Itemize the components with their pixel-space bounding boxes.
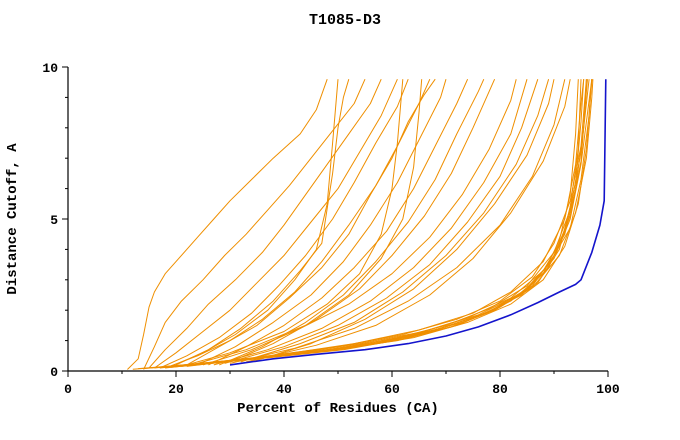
model-curve [224,79,539,364]
tick-labels: 0 20 40 60 80 100 0 5 10 [42,61,620,397]
x-tick-label: 20 [168,382,184,397]
y-tick-label: 0 [50,365,58,380]
x-tick-label: 40 [276,382,292,397]
model-curve [202,79,517,366]
y-axis-label: Distance Cutoff, A [5,143,21,295]
model-curve [165,78,431,369]
model-curve [143,78,366,370]
model-curve [186,79,585,367]
model-curve [251,79,555,363]
chart-title: T1085-D3 [309,12,381,29]
x-tick-label: 60 [384,382,400,397]
y-tick-label: 10 [42,61,58,76]
model-curve [148,78,382,369]
model-curve [192,79,593,366]
model-curve [170,79,339,367]
x-tick-label: 80 [492,382,508,397]
best-model-curve [229,79,607,366]
model-curve [159,79,409,369]
model-curve [154,78,398,369]
model-curve [154,79,593,369]
model-curve [229,79,566,364]
model-curve [132,79,588,370]
model-curve [148,79,585,369]
series-lines [127,78,607,370]
model-curve [181,79,587,367]
model-curve [192,79,423,366]
y-tick-label: 5 [50,213,58,228]
x-tick-label: 0 [64,382,72,397]
model-curve [170,79,593,368]
model-curve [181,79,404,367]
model-curve [240,79,550,363]
model-curve [229,78,496,363]
x-tick-label: 100 [596,382,620,397]
model-curve [127,79,328,370]
model-curve [208,78,469,366]
model-curve [186,78,436,366]
x-axis-label: Percent of Residues (CA) [237,401,439,417]
model-curve [197,79,447,366]
model-curve [246,79,571,363]
model-curve [213,79,528,366]
